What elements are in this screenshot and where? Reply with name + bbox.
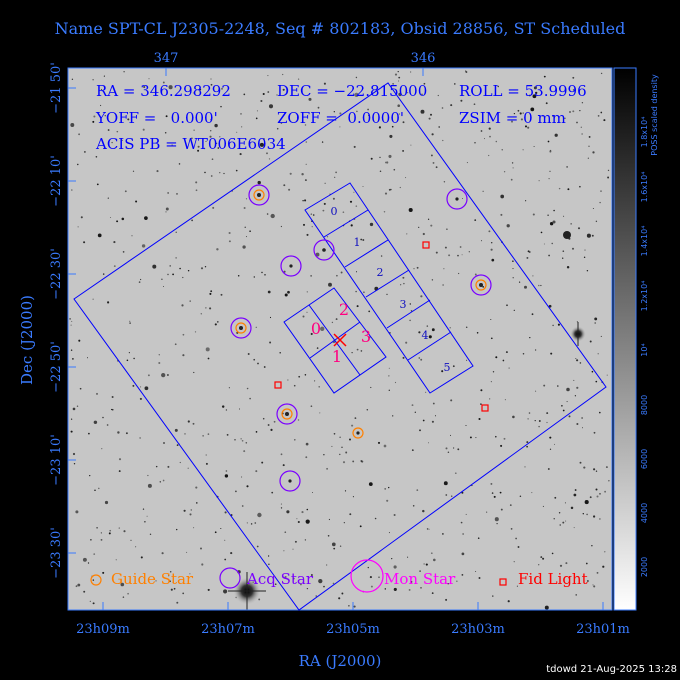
legend-guide-star: Guide Star xyxy=(111,570,194,588)
colorbar-tick-label: 4000 xyxy=(640,503,649,523)
dec-value: DEC = −22.815000 xyxy=(277,82,427,100)
colorbar-tick-label: 1.4x10⁴ xyxy=(640,226,649,257)
y-tick-label: −23 30' xyxy=(49,527,64,579)
colorbar-tick-label: 1.6x10⁴ xyxy=(640,172,649,203)
acis-i-chip-label: 0 xyxy=(311,319,321,338)
acis-i-chip-label: 3 xyxy=(361,327,371,346)
acis-i-chip-label: 1 xyxy=(332,347,342,366)
fov-overlay xyxy=(73,82,607,611)
colorbar: 2000 4000 6000 8000 10⁴ 1.2x10⁴ 1.4x10⁴ … xyxy=(613,67,659,611)
y-tick-label: −22 10' xyxy=(49,155,64,207)
legend-mon-star: Mon Star xyxy=(384,570,456,588)
y-axis-label: Dec (J2000) xyxy=(18,295,36,385)
x-tick-label: 23h01m xyxy=(576,622,630,637)
mon-star-legend-icon xyxy=(350,559,384,593)
fid-light-legend-icon xyxy=(499,578,507,586)
colorbar-label: POSS scaled density xyxy=(650,74,659,156)
y-tick-label: −22 50' xyxy=(49,341,64,393)
acis-pb-value: ACIS PB = WT006E6034 xyxy=(95,135,286,153)
fid-lights xyxy=(274,241,489,412)
guide-star-legend-icon xyxy=(90,574,102,586)
y-tick-label: −23 10' xyxy=(49,434,64,486)
colorbar-tick-label: 1.2x10⁴ xyxy=(640,281,649,312)
legend-acq-star: Acq Star xyxy=(246,570,314,588)
acis-s-chip-label: 2 xyxy=(377,266,384,279)
acis-s-chip-label: 5 xyxy=(444,361,451,374)
y-tick-label: −22 30' xyxy=(49,248,64,300)
ra-value: RA = 346.298292 xyxy=(96,82,231,100)
legend: Guide Star Acq Star Mon Star Fid Light xyxy=(90,559,588,593)
aimpoint-marker xyxy=(333,333,347,347)
acis-s-chip-label: 0 xyxy=(331,205,338,218)
footer-stamp: tdowd 21-Aug-2025 13:28 xyxy=(546,664,677,675)
acis-i-outline xyxy=(283,287,387,394)
acq-star-legend-icon xyxy=(219,567,241,589)
acis-s-chip-label: 3 xyxy=(400,298,407,311)
x-axis-label: RA (J2000) xyxy=(299,652,382,670)
colorbar-tick-label: 8000 xyxy=(640,395,649,415)
hrc-field-outline xyxy=(73,82,607,611)
acis-i-chip-label: 2 xyxy=(339,300,349,319)
plot-frame xyxy=(67,67,613,611)
chart-title: Name SPT-CL J2305-2248, Seq # 802183, Ob… xyxy=(55,19,626,38)
axis-ticks xyxy=(68,68,604,610)
acq-stars xyxy=(230,184,492,492)
x-tick-label-top: 347 xyxy=(154,51,179,66)
x-tick-label: 23h05m xyxy=(326,622,380,637)
colorbar-tick-label: 1.8x10⁴ xyxy=(640,117,649,148)
guide-stars xyxy=(235,189,487,439)
colorbar-tick-label: 6000 xyxy=(640,449,649,469)
acis-s-outline xyxy=(304,182,474,394)
x-tick-label: 23h03m xyxy=(451,622,505,637)
x-tick-label-top: 346 xyxy=(411,51,436,66)
zsim-value: ZSIM = 0 mm xyxy=(459,109,566,127)
roll-value: ROLL = 53.9996 xyxy=(459,82,587,100)
zoff-value: ZOFF = 0.0000' xyxy=(277,109,404,127)
acis-s-chip-label: 1 xyxy=(354,236,361,249)
yoff-value: YOFF = 0.000' xyxy=(95,109,218,127)
acis-s-chip-label: 4 xyxy=(422,329,429,342)
legend-fid-light: Fid Light xyxy=(518,570,588,588)
x-tick-label: 23h07m xyxy=(201,622,255,637)
colorbar-tick-label: 10⁴ xyxy=(640,343,649,356)
colorbar-tick-label: 2000 xyxy=(640,557,649,577)
x-tick-label: 23h09m xyxy=(76,622,130,637)
y-tick-label: −21 50' xyxy=(49,62,64,114)
